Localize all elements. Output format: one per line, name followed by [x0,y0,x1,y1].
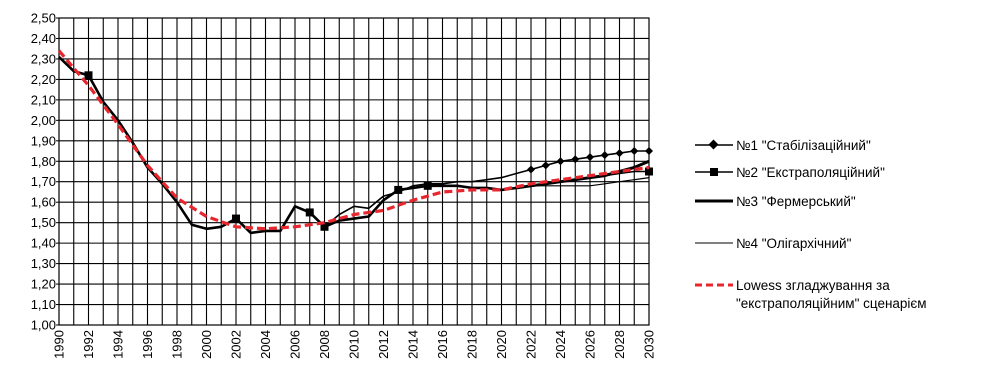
x-tick-label: 2018 [465,330,480,359]
legend-square-marker [710,168,718,176]
x-tick-label: 2016 [435,330,450,359]
legend-label-4: №4 "Олігархічний" [736,236,852,251]
legend-item-5: Lowess згладжування за "екстраполяційним… [695,278,927,311]
series-2-point [84,71,93,80]
series-layer [57,49,653,235]
y-tick-label: 2,40 [31,31,56,46]
legend-label-1: №1 "Стабілізаційний" [736,138,871,153]
x-tick-label: 1990 [52,330,67,359]
x-axis-ticks: 1990 1992 1994 1996 1998 2000 2002 2004 2006 2008… [52,330,657,359]
y-axis-ticks: 1,00 1,10 1,20 1,30 1,40 1,50 1,60 1,70 1,80 1,90… [31,11,59,333]
x-tick-label: 2012 [376,330,391,359]
series-2-point [423,181,432,190]
series-1-point [615,149,624,158]
legend-item-4: №4 "Олігархічний" [695,236,852,251]
x-tick-label: 2026 [583,330,598,359]
x-tick-label: 2004 [258,330,273,359]
x-tick-label: 2000 [199,330,214,359]
y-tick-label: 1,60 [31,195,56,210]
legend-label-2: №2 "Екстраполяційний" [736,165,885,180]
x-tick-label: 2030 [642,330,657,359]
series-line-5 [57,49,650,231]
y-tick-label: 2,20 [31,72,56,87]
y-tick-label: 2,50 [31,11,56,26]
x-tick-label: 2020 [494,330,509,359]
y-tick-label: 1,90 [31,133,56,148]
legend-item-3: №3 "Фермерський" [695,194,856,209]
y-tick-label: 2,30 [31,51,56,66]
series-2-point [232,214,240,223]
series-1-point [571,155,580,164]
x-tick-label: 2002 [229,330,244,359]
y-tick-label: 1,20 [31,277,56,292]
x-tick-label: 2022 [524,330,539,359]
series-1-point [600,151,609,160]
x-tick-label: 2024 [553,330,568,359]
x-tick-label: 1998 [170,330,185,359]
legend-item-2: №2 "Екстраполяційний" [695,165,885,180]
x-tick-label: 1994 [111,330,126,359]
series-1-point [630,147,639,156]
y-tick-label: 2,00 [31,113,56,128]
series-1-point [586,153,594,162]
y-tick-label: 1,30 [31,256,56,271]
x-tick-label: 2006 [288,330,303,359]
x-tick-label: 1996 [140,330,155,359]
y-tick-label: 1,70 [31,174,56,189]
y-tick-label: 1,10 [31,297,56,312]
series-1-point [541,161,550,170]
legend-item-1: №1 "Стабілізаційний" [695,138,871,153]
x-tick-label: 2008 [317,330,332,359]
legend: №1 "Стабілізаційний" №2 "Екстраполяційни… [695,138,927,311]
x-tick-label: 1992 [81,330,96,359]
legend-label-3: №3 "Фермерський" [736,194,856,209]
series-1-point [527,165,535,174]
y-tick-label: 1,00 [31,318,56,333]
series-2-point [394,185,403,194]
x-tick-label: 2014 [406,330,421,359]
series-2-point [305,208,314,217]
series-2-point [320,222,329,231]
series-2-point [645,167,653,176]
y-tick-label: 1,40 [31,236,56,251]
legend-label-5-line-1: Lowess згладжування за [736,278,890,293]
legend-label-5-line-2: "екстраполяційним" сценарієм [736,296,927,311]
x-tick-label: 2010 [347,330,362,359]
x-tick-label: 2028 [612,330,627,359]
series-1-point [556,157,565,166]
y-tick-label: 1,80 [31,154,56,169]
y-tick-label: 1,50 [31,215,56,230]
y-tick-label: 2,10 [31,92,56,107]
grid [58,17,650,326]
legend-diamond-marker [708,139,719,150]
series-1-point [645,147,653,156]
